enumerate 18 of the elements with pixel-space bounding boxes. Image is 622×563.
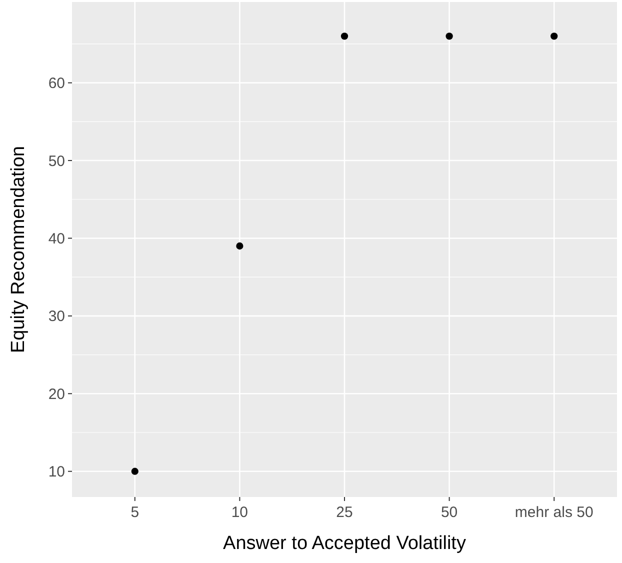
point: [550, 32, 558, 40]
y-tick-label: 10: [48, 464, 65, 481]
x-tick-label: mehr als 50: [514, 504, 594, 521]
point: [340, 32, 348, 40]
y-tick-label: 50: [48, 152, 65, 170]
point: [446, 32, 453, 40]
point: [236, 242, 244, 250]
y-axis-title: Equity Recommendation: [8, 146, 29, 353]
x-axis-title: Answer to Accepted Volatility: [223, 533, 466, 554]
y-tick-label: 60: [48, 75, 65, 92]
x-tick-label: 50: [440, 504, 458, 521]
y-tick-label: 20: [48, 386, 65, 403]
x-tick-label: 25: [336, 504, 353, 521]
point: [131, 468, 138, 475]
x-tick-label: 10: [231, 504, 248, 521]
y-tick-label: 40: [48, 230, 65, 248]
x-tick-label: 5: [130, 504, 140, 521]
y-tick-label: 30: [48, 308, 65, 326]
